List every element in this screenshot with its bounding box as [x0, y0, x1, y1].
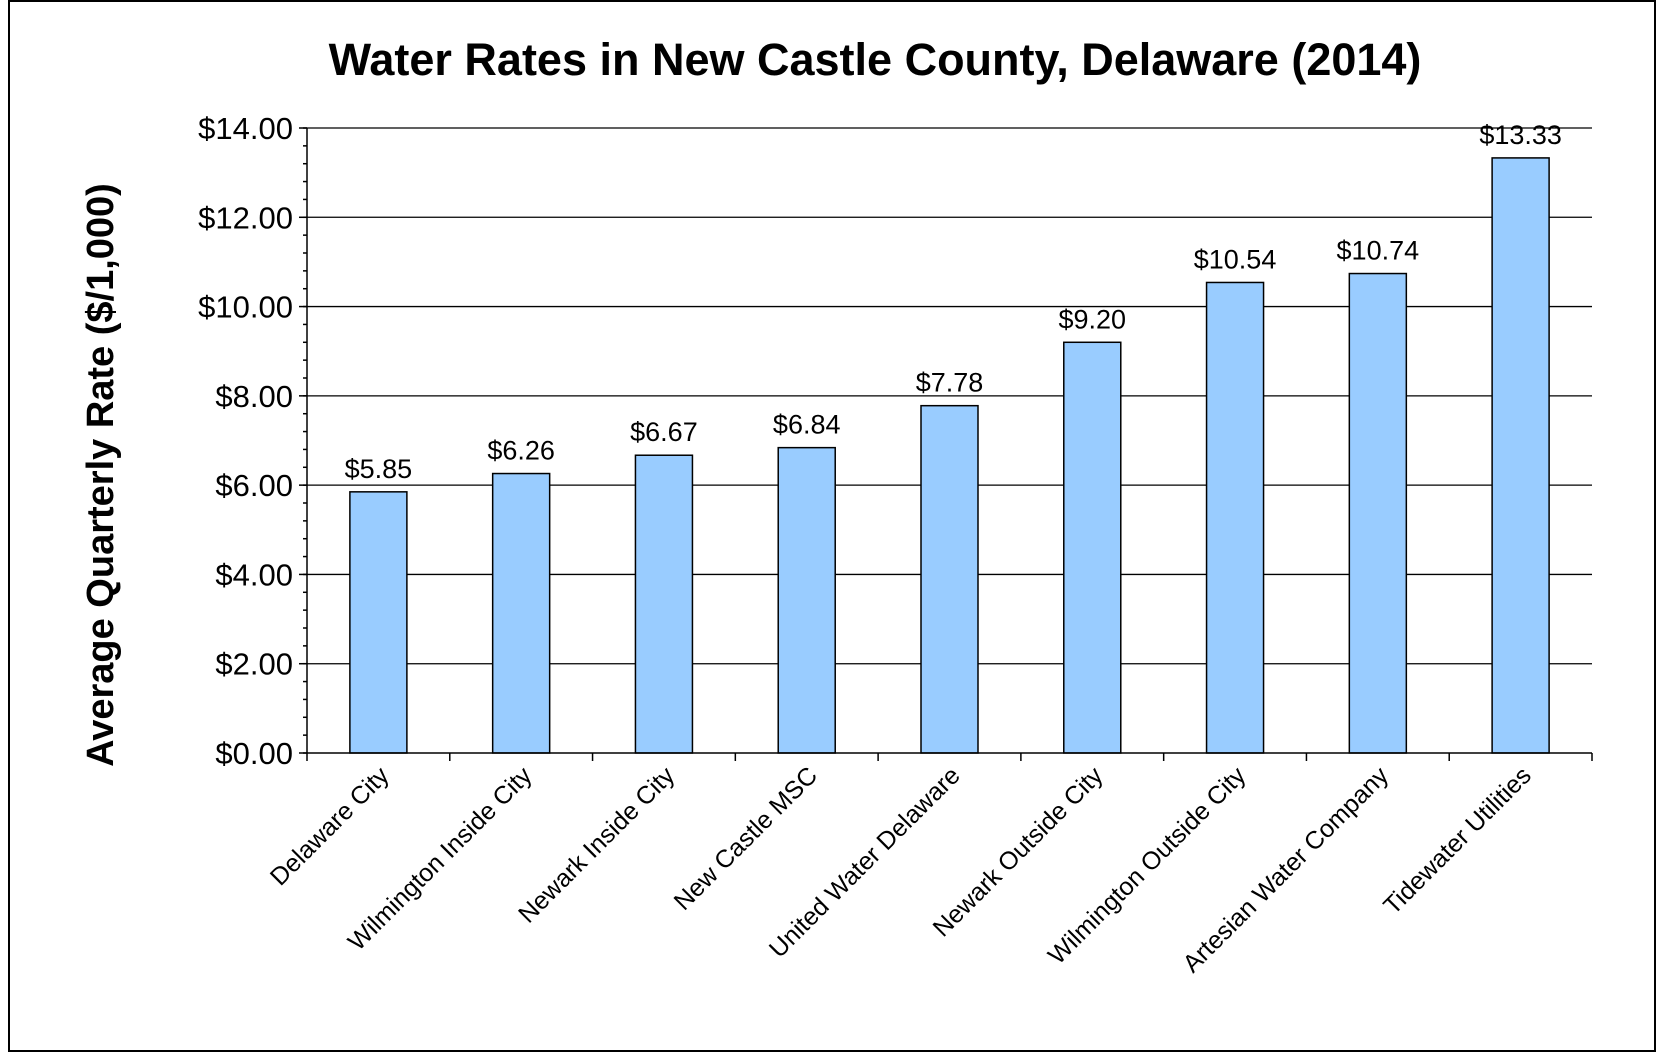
y-tick-label: $0.00: [215, 736, 293, 771]
x-tick-label: Tidewater Utilities: [1378, 761, 1537, 920]
y-tick-label: $4.00: [215, 557, 293, 592]
y-tick-label: $10.00: [198, 290, 293, 325]
y-tick-label: $6.00: [215, 468, 293, 503]
data-label: $6.67: [630, 417, 698, 447]
data-label: $6.26: [487, 436, 555, 466]
bar: [777, 446, 836, 754]
bars: [349, 157, 1550, 754]
y-tick-labels: $0.00 $2.00 $4.00 $6.00 $8.00 $10.00 $12.00 $14…: [198, 111, 293, 771]
axes: [299, 127, 1593, 761]
bar: [1205, 281, 1265, 754]
x-tick-label: Delaware City: [265, 761, 395, 891]
bar: [1063, 341, 1122, 754]
chart-title: Water Rates in New Castle County, Delawa…: [329, 34, 1422, 85]
y-tick-label: $8.00: [215, 379, 293, 414]
bar: [491, 472, 551, 754]
bar: [1491, 157, 1550, 754]
data-label: $9.20: [1058, 304, 1126, 334]
bar: [920, 404, 979, 754]
x-tick-label: Newark Inside City: [513, 761, 681, 929]
bar: [349, 491, 408, 754]
y-tick-label: $2.00: [215, 647, 293, 682]
data-label: $7.78: [916, 368, 984, 398]
data-label: $6.84: [773, 410, 841, 440]
data-label: $13.33: [1479, 120, 1562, 150]
bar: [634, 454, 694, 754]
data-label: $10.74: [1337, 236, 1420, 266]
y-tick-label: $12.00: [198, 200, 293, 235]
y-tick-label: $14.00: [198, 111, 293, 146]
x-tick-label: New Castle MSC: [669, 761, 823, 915]
y-axis-label: Average Quarterly Rate ($/1,000): [80, 183, 122, 767]
data-labels: $5.85 $6.26 $6.67 $6.84 $7.78 $9.20 $10.54 $10.…: [345, 120, 1562, 484]
data-label: $10.54: [1194, 244, 1277, 274]
bar: [1348, 272, 1408, 754]
data-label: $5.85: [345, 454, 413, 484]
